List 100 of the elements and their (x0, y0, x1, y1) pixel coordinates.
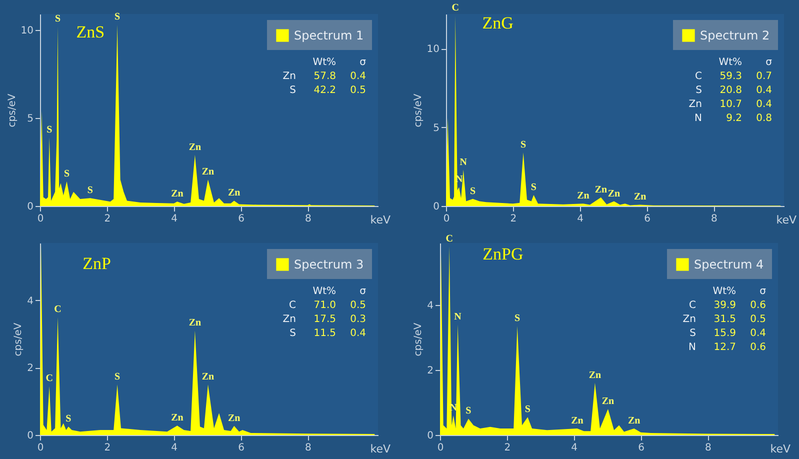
annotation: C (689, 300, 696, 311)
x-tick-label: 6 (644, 214, 650, 224)
annotation: N (694, 113, 702, 124)
legend-label: Spectrum 2 (700, 28, 770, 42)
annotation: 0.4 (756, 85, 772, 96)
annotation: Zn (171, 188, 184, 200)
annotation: Zn (628, 415, 641, 426)
x-tick-label: 0 (37, 214, 44, 224)
legend-label: Spectrum 1 (294, 28, 364, 42)
y-tick-label: 10 (20, 25, 34, 36)
annotation: S (696, 85, 702, 96)
x-axis-title: keV (370, 214, 391, 226)
annotation: Wt% (312, 57, 336, 68)
annotation: 42.2 (314, 85, 336, 96)
x-tick-label: 6 (638, 442, 644, 454)
annotation: C (46, 373, 53, 384)
annotation: Zn (682, 314, 696, 325)
annotation: Zn (608, 188, 621, 200)
chart-title: ZnG (482, 14, 514, 33)
y-tick-label: 4 (427, 300, 434, 312)
x-tick-label: 0 (443, 214, 450, 224)
annotation: 15.9 (714, 328, 736, 339)
annotation: 0.3 (350, 314, 366, 325)
annotation: S (690, 328, 696, 339)
legend-label: Spectrum 3 (294, 258, 364, 272)
x-axis-title: keV (370, 442, 391, 456)
text: ZnS (76, 22, 105, 42)
annotation: S (466, 406, 472, 417)
x-tick-label: 8 (305, 214, 312, 224)
annotation: Zn (188, 142, 202, 153)
y-tick-label: 10 (426, 44, 440, 56)
annotation: Wt% (712, 286, 736, 297)
annotation: N (454, 311, 462, 322)
x-tick-label: 2 (504, 442, 511, 454)
annotation: S (520, 139, 527, 150)
y-tick-label: 2 (27, 363, 34, 374)
x-tick-label: 6 (238, 214, 244, 224)
annotation: S (114, 12, 121, 23)
annotation: Zn (202, 166, 215, 178)
annotation: N (688, 342, 696, 353)
x-tick-label: 4 (171, 214, 178, 224)
x-axis-title: keV (770, 442, 791, 456)
annotation: 11.5 (314, 328, 336, 339)
annotation: Zn (571, 415, 584, 426)
annotation: S (66, 414, 72, 425)
annotation: 71.0 (314, 300, 336, 311)
annotation: S (290, 328, 296, 339)
annotation: C (452, 2, 459, 14)
annotation: Zn (282, 71, 296, 82)
y-axis-title: cps/eV (6, 94, 18, 128)
annotation: 0.5 (350, 85, 366, 96)
y-tick-label: 4 (27, 296, 34, 307)
annotation: S (530, 182, 537, 193)
x-axis-title: keV (776, 214, 797, 226)
annotation: S (54, 13, 61, 24)
annotation: 59.3 (720, 71, 742, 82)
annotation: S (290, 85, 296, 96)
annotation: 12.7 (714, 342, 736, 353)
annotation: Wt% (718, 57, 742, 68)
annotation: 0.4 (756, 99, 772, 110)
annotation: 0.4 (350, 328, 366, 339)
annotation: Zn (577, 190, 590, 202)
annotation: S (46, 124, 53, 136)
annotation: Zn (188, 318, 202, 329)
annotation: S (87, 185, 94, 196)
annotation: σ (766, 57, 773, 68)
y-tick-label: 5 (27, 113, 34, 124)
x-tick-label: 2 (104, 214, 111, 224)
annotation: Zn (594, 184, 608, 196)
annotation: 0.5 (750, 314, 766, 325)
annotation: S (114, 371, 121, 382)
annotation: Zn (171, 412, 184, 424)
chart-title: ZnPG (482, 244, 524, 264)
annotation: C (446, 233, 453, 244)
annotation: Zn (282, 314, 296, 325)
x-tick-label: 8 (711, 214, 718, 224)
annotation: 39.9 (714, 300, 736, 311)
x-tick-label: 8 (705, 442, 712, 454)
annotation: σ (360, 286, 367, 297)
y-tick-label: 0 (27, 430, 34, 442)
annotation: N (460, 156, 468, 168)
y-tick-label: 0 (427, 430, 434, 442)
annotation: 20.8 (720, 85, 742, 96)
annotation: 57.8 (314, 71, 336, 82)
annotation: Zn (202, 371, 215, 382)
y-axis-title: cps/eV (412, 94, 424, 128)
annotation: Wt% (312, 286, 336, 297)
y-axis-title: cps/eV (13, 322, 24, 356)
annotation: 0.4 (750, 328, 766, 339)
annotation: Zn (634, 192, 647, 203)
annotation: Zn (602, 396, 615, 407)
annotation: S (524, 404, 531, 416)
annotation: Zn (588, 370, 602, 381)
annotation: 0.4 (350, 71, 366, 82)
x-tick-label: 0 (37, 442, 44, 454)
annotation: C (289, 300, 296, 311)
x-tick-label: 2 (510, 214, 517, 224)
annotation: C (54, 304, 62, 316)
annotation: C (695, 71, 702, 82)
annotation: σ (760, 286, 767, 297)
